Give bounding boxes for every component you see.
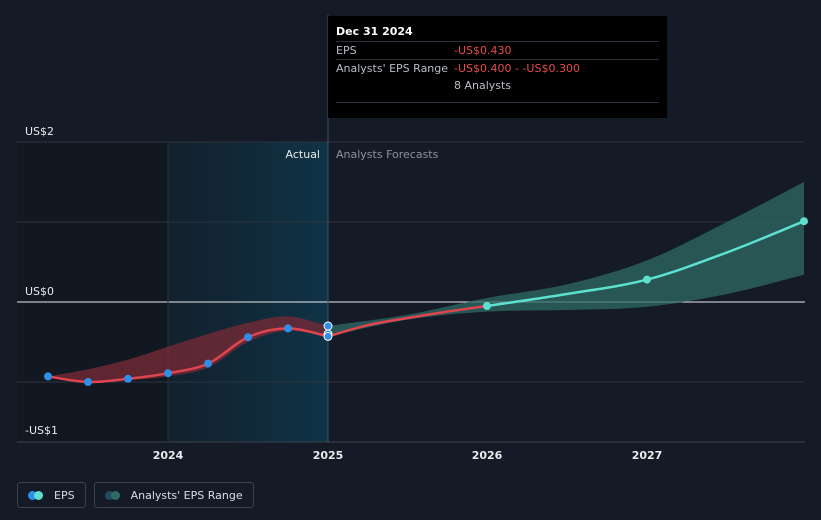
legend-range[interactable]: Analysts' EPS Range: [93, 482, 254, 508]
forecast-point-0: [483, 302, 491, 310]
eps-point-9: [323, 331, 333, 341]
eps-point-1: [84, 378, 92, 386]
tooltip-range-value: -US$0.400 - -US$0.300: [454, 62, 580, 75]
tooltip-eps-value: -US$0.430: [454, 44, 512, 57]
tooltip-analysts-row: 8 Analysts: [336, 77, 659, 94]
forecast-label: Analysts Forecasts: [336, 148, 439, 161]
past-region: [17, 142, 168, 442]
forecast-point-1: [643, 275, 651, 284]
legend-eps-label: EPS: [54, 488, 75, 502]
x-tick-label: 2024: [153, 449, 184, 462]
eps-legend-icon: [28, 490, 46, 500]
tooltip-eps-label: EPS: [336, 44, 357, 57]
tooltip-eps-row: EPS -US$0.430: [336, 41, 659, 59]
eps-point-2: [124, 374, 132, 383]
legend: EPS Analysts' EPS Range: [17, 482, 254, 508]
eps-point-4: [204, 359, 212, 368]
tooltip-analysts: 8 Analysts: [454, 79, 512, 92]
eps-point-5: [244, 333, 252, 342]
actual-region: [168, 142, 328, 442]
y-tick-label: US$2: [25, 125, 54, 138]
x-tick-label: 2027: [632, 449, 663, 462]
x-tick-label: 2026: [472, 449, 503, 462]
eps-point-0: [44, 372, 52, 381]
tooltip-date: Dec 31 2024: [336, 25, 413, 38]
eps-point-7: [323, 321, 333, 331]
y-tick-label: US$0: [25, 285, 54, 298]
forecast-point-2: [800, 217, 808, 226]
actual-label: Actual: [286, 148, 320, 161]
eps-forecast-line-near: [327, 304, 488, 338]
tooltip: Dec 31 2024 EPS -US$0.430 Analysts' EPS …: [328, 16, 667, 118]
legend-eps[interactable]: EPS: [17, 482, 86, 508]
eps-point-6: [284, 324, 292, 333]
y-tick-label: -US$1: [25, 424, 58, 437]
range-legend-icon: [104, 490, 123, 500]
eps-point-3: [164, 369, 172, 378]
tooltip-range-label: Analysts' EPS Range: [336, 62, 449, 75]
tooltip-range-row: Analysts' EPS Range -US$0.400 - -US$0.30…: [336, 59, 659, 77]
x-tick-label: 2025: [313, 449, 344, 462]
forecast-eps-range: [328, 182, 804, 337]
legend-range-label: Analysts' EPS Range: [130, 488, 243, 502]
